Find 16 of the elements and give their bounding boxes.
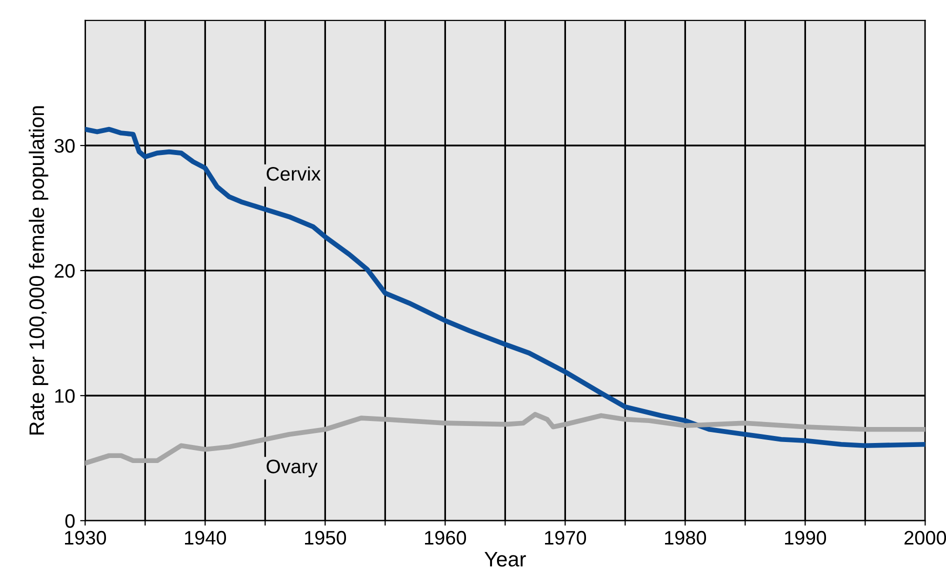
x-tick-label: 1990: [785, 530, 826, 545]
x-tick-label: 1980: [665, 530, 706, 545]
series-label: Cervix: [266, 166, 321, 181]
x-tick-label: 1950: [305, 530, 346, 545]
x-tick-label: 1940: [185, 530, 226, 545]
y-tick-label: 10: [55, 389, 75, 403]
y-tick-label: 0: [65, 514, 75, 528]
x-axis-title: Year: [484, 552, 526, 567]
x-tick-label: 1960: [425, 530, 466, 545]
y-tick-label: 20: [54, 264, 75, 278]
y-axis-title: Rate per 100,000 female population: [28, 106, 48, 434]
y-tick-label: 30: [54, 138, 75, 153]
x-tick-label: 2000: [904, 530, 946, 545]
series-label: Ovary: [266, 460, 318, 478]
x-tick-label: 1970: [545, 530, 586, 545]
x-tick-label: 1930: [64, 530, 106, 545]
